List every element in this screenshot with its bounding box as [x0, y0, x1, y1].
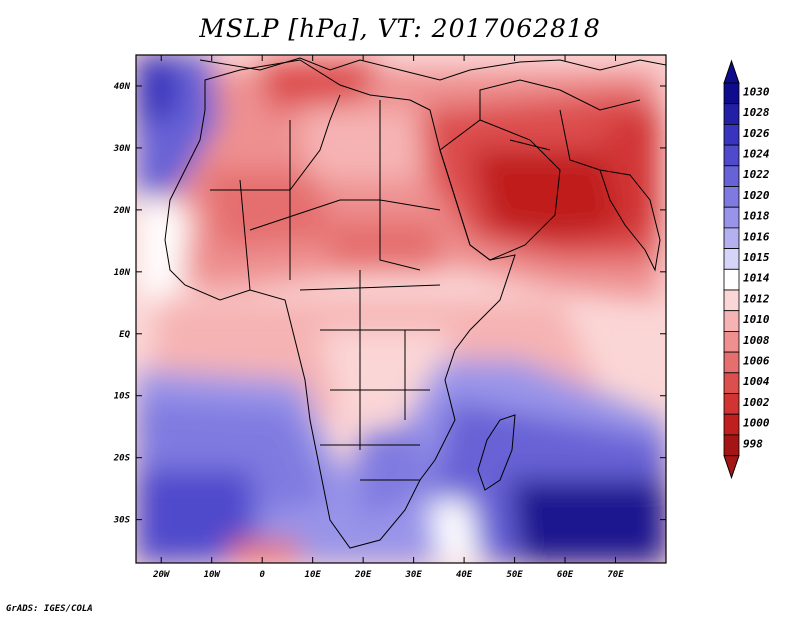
- colorbar-label: 1008: [743, 334, 770, 347]
- lon-label: 40E: [456, 570, 473, 580]
- colorbar-swatch: [723, 268, 740, 291]
- colorbar-swatch: [723, 82, 740, 105]
- lon-label: 60E: [557, 570, 574, 580]
- colorbar-label: 1002: [743, 396, 770, 409]
- colorbar-swatch: [723, 165, 740, 187]
- pressure-field: [136, 55, 666, 563]
- colorbar-swatch: [723, 248, 740, 270]
- map-frame: [135, 54, 667, 564]
- lat-label: 10S: [114, 392, 131, 402]
- lat-label: 40N: [114, 82, 131, 92]
- colorbar-label: 1020: [743, 189, 770, 202]
- colorbar-swatch: [723, 393, 740, 415]
- colorbar-label: 1030: [743, 85, 770, 98]
- lon-label: 50E: [506, 570, 523, 580]
- lon-label: 20W: [152, 570, 171, 580]
- colorbar: 1030 1028 1026 1024 1022 1020 1018 1016 1015 1014…: [723, 59, 770, 480]
- lat-label: 20N: [113, 206, 131, 216]
- colorbar-label: 1022: [743, 168, 770, 181]
- lat-label: 30N: [113, 144, 131, 154]
- lat-label: 10N: [114, 268, 131, 278]
- colorbar-label: 1000: [743, 417, 770, 430]
- lat-label: EQ: [119, 330, 130, 340]
- lon-label: 30E: [404, 570, 422, 580]
- colorbar-swatch: [723, 103, 740, 125]
- colorbar-label: 1004: [743, 375, 770, 388]
- lon-label: 70E: [607, 570, 624, 580]
- colorbar-swatch: [723, 351, 740, 374]
- colorbar-label: 1006: [743, 355, 770, 368]
- colorbar-label: 1024: [743, 148, 770, 161]
- lon-label: 20E: [354, 570, 372, 580]
- colorbar-swatch: [723, 124, 740, 146]
- grads-credit: GrADS: IGES/COLA: [6, 604, 93, 614]
- lon-label: 10E: [305, 570, 322, 580]
- colorbar-label: 1018: [743, 210, 770, 223]
- colorbar-swatch: [723, 227, 740, 249]
- colorbar-top-arrow: [723, 59, 740, 84]
- colorbar-label: 998: [743, 437, 763, 450]
- colorbar-swatch: [723, 434, 740, 456]
- colorbar-label: 1012: [743, 292, 770, 305]
- colorbar-swatch: [723, 206, 740, 229]
- map-title: MSLP [hPa], VT: 2017062818: [199, 14, 601, 43]
- colorbar-swatch: [723, 289, 740, 312]
- colorbar-swatch: [723, 330, 740, 353]
- coastlines: [164, 57, 666, 549]
- lon-label: 0: [259, 570, 265, 580]
- colorbar-label: 1028: [743, 106, 770, 119]
- colorbar-swatch: [723, 310, 740, 332]
- colorbar-label: 1014: [743, 272, 770, 285]
- colorbar-label: 1010: [743, 313, 770, 326]
- colorbar-swatch: [723, 186, 740, 208]
- lat-label: 30S: [113, 516, 131, 526]
- lat-label: 20S: [113, 454, 131, 464]
- colorbar-bottom-arrow: [723, 455, 740, 480]
- colorbar-label: 1015: [743, 251, 770, 264]
- colorbar-swatch: [723, 144, 740, 167]
- lon-label: 10W: [204, 570, 222, 580]
- colorbar-swatch: [723, 372, 740, 394]
- colorbar-label: 1016: [743, 230, 770, 243]
- colorbar-label: 1026: [743, 127, 770, 140]
- colorbar-swatch: [723, 413, 740, 436]
